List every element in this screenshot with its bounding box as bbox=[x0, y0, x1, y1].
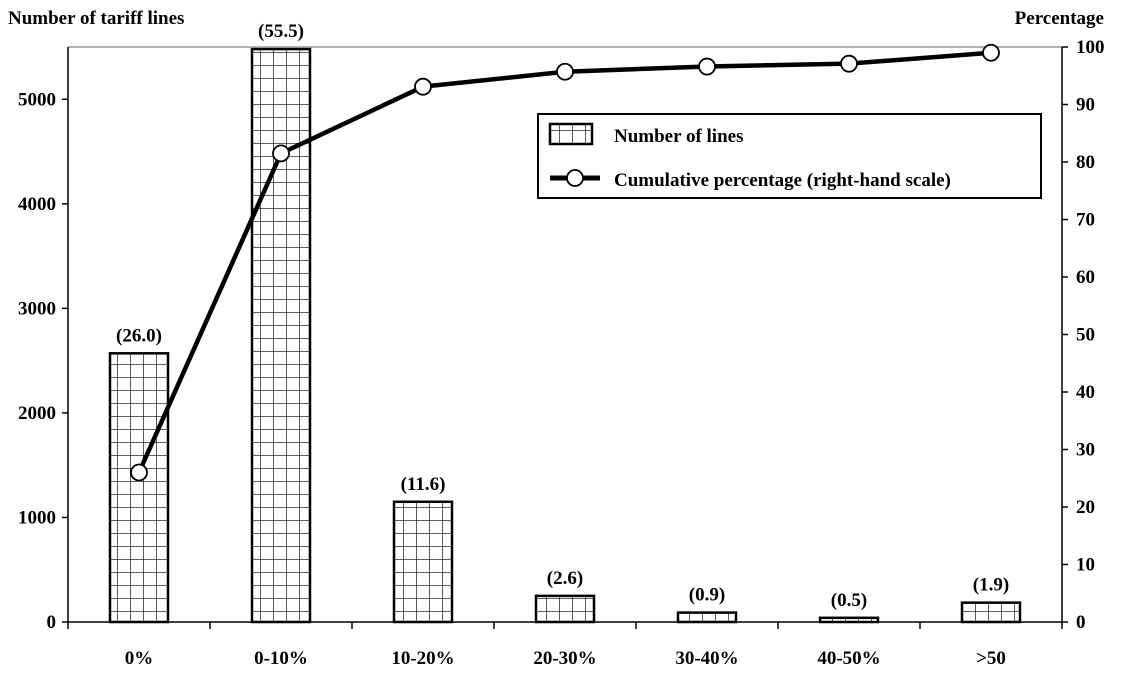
right-tick-label: 90 bbox=[1076, 95, 1095, 116]
legend-line-marker bbox=[566, 169, 584, 187]
x-category-label: 0-10% bbox=[254, 648, 308, 669]
x-category-label: >50 bbox=[976, 648, 1006, 669]
right-tick-label: 10 bbox=[1076, 555, 1095, 576]
cumulative-point bbox=[840, 54, 858, 73]
left-tick-label: 2000 bbox=[18, 403, 56, 424]
cumulative-point bbox=[982, 43, 1000, 62]
left-tick-label: 0 bbox=[47, 612, 57, 633]
x-category-label: 0% bbox=[125, 648, 154, 669]
bar-labels-layer: (26.0) (55.5) (11.6) (2.6) (0.9) (0.5) (1.9) bbox=[116, 21, 1009, 611]
legend-line-label: Cumulative percentage (right-hand scale) bbox=[614, 170, 951, 191]
left-tick-label: 4000 bbox=[18, 194, 56, 215]
x-category-label: 30-40% bbox=[675, 648, 738, 669]
bar bbox=[534, 594, 596, 624]
bar bbox=[960, 601, 1022, 624]
right-tick-label: 50 bbox=[1076, 325, 1095, 346]
bar-data-label: (0.5) bbox=[831, 590, 867, 611]
bar-data-label: (55.5) bbox=[258, 21, 304, 42]
right-tick-label: 70 bbox=[1076, 210, 1095, 231]
right-axis: 0 10 20 30 40 50 60 70 80 90 100 bbox=[1062, 37, 1105, 633]
left-axis-title: Number of tariff lines bbox=[8, 8, 184, 29]
bar-data-label: (2.6) bbox=[547, 568, 583, 589]
right-tick-label: 60 bbox=[1076, 267, 1095, 288]
bar bbox=[108, 352, 170, 624]
bar bbox=[676, 611, 738, 624]
bar-data-label: (1.9) bbox=[973, 575, 1009, 596]
cumulative-line-layer bbox=[130, 43, 1000, 482]
left-tick-label: 1000 bbox=[18, 507, 56, 528]
x-category-label: 10-20% bbox=[391, 648, 454, 669]
left-tick-label: 5000 bbox=[18, 89, 56, 110]
left-tick-label: 3000 bbox=[18, 298, 56, 319]
bar-data-label: (11.6) bbox=[401, 474, 446, 495]
legend-bar-label: Number of lines bbox=[614, 126, 743, 147]
bar bbox=[818, 616, 880, 624]
right-tick-label: 20 bbox=[1076, 497, 1095, 518]
cumulative-point bbox=[698, 57, 716, 76]
x-category-label: 20-30% bbox=[533, 648, 596, 669]
x-category-label: 40-50% bbox=[817, 648, 880, 669]
left-axis: 0 1000 2000 3000 4000 5000 bbox=[18, 89, 68, 633]
bar-data-label: (0.9) bbox=[689, 585, 725, 606]
x-axis-labels: 0% 0-10% 10-20% 20-30% 30-40% 40-50% >50 bbox=[125, 648, 1006, 669]
right-tick-label: 30 bbox=[1076, 440, 1095, 461]
cumulative-point bbox=[414, 77, 432, 96]
bar-data-label: (26.0) bbox=[116, 325, 162, 346]
legend: Number of lines Cumulative percentage (r… bbox=[537, 113, 1042, 199]
right-tick-label: 0 bbox=[1076, 612, 1086, 633]
right-tick-label: 40 bbox=[1076, 382, 1095, 403]
legend-bar-swatch bbox=[548, 122, 594, 146]
cumulative-point bbox=[272, 144, 290, 163]
cumulative-point bbox=[556, 62, 574, 81]
bar bbox=[392, 500, 454, 624]
legend-box bbox=[537, 113, 1042, 199]
right-tick-label: 100 bbox=[1076, 37, 1105, 58]
right-axis-title: Percentage bbox=[1015, 8, 1104, 29]
bar bbox=[250, 47, 312, 624]
cumulative-point bbox=[130, 463, 148, 482]
right-tick-label: 80 bbox=[1076, 152, 1095, 173]
